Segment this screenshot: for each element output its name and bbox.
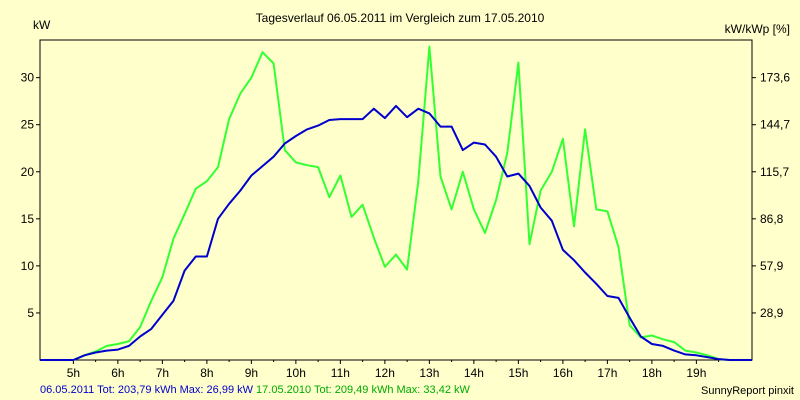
y-tick-label-right: 144,7 <box>760 118 790 132</box>
x-tick-label: 9h <box>245 366 258 380</box>
x-tick-label: 15h <box>508 366 528 380</box>
chart-axes <box>39 39 753 361</box>
series-line-17.05.2010 <box>40 45 752 361</box>
x-tick-label: 6h <box>111 366 124 380</box>
y-tick-label-right: 57,9 <box>760 259 784 273</box>
chart-ticks: 5 28,9 10 57,9 15 86,8 20 115,7 25 144,7 30 173,6 5h… <box>21 71 791 380</box>
plot-frame <box>39 39 753 361</box>
y-tick-label-right: 173,6 <box>760 71 790 85</box>
y-tick-label-right: 115,7 <box>760 165 789 179</box>
y-axis-label-left: kW <box>33 18 51 32</box>
x-tick-label: 18h <box>642 366 662 380</box>
chart-footer-legend: 06.05.2011 Tot: 203,79 kWh Max: 26,99 kW… <box>40 384 470 396</box>
y-tick-label-left: 20 <box>21 165 35 179</box>
y-axis-label-right: kW/kWp [%] <box>724 22 790 36</box>
y-tick-label-left: 10 <box>21 259 35 273</box>
y-tick-label-left: 25 <box>21 118 35 132</box>
x-tick-label: 7h <box>156 366 169 380</box>
y-tick-label-left: 30 <box>21 71 35 85</box>
x-tick-label: 11h <box>331 366 350 380</box>
y-tick-label-right: 86,8 <box>760 212 784 226</box>
x-tick-label: 17h <box>597 366 617 380</box>
x-tick-label: 13h <box>419 366 439 380</box>
series-line-06.05.2011 <box>40 104 752 361</box>
y-tick-label-right: 28,9 <box>760 306 784 320</box>
x-tick-label: 19h <box>686 366 706 380</box>
legend-entry-2011: 06.05.2011 Tot: 203,79 kWh Max: 26,99 kW <box>40 384 253 396</box>
x-tick-label: 14h <box>464 366 484 380</box>
x-tick-label: 8h <box>200 366 213 380</box>
legend-entry-2010: 17.05.2010 Tot: 209,49 kWh Max: 33,42 kW <box>253 384 470 396</box>
chart-series <box>40 45 752 361</box>
chart-title: Tagesverlauf 06.05.2011 im Vergleich zum… <box>255 11 545 25</box>
credit-text: SunnyReport pinxit <box>701 385 794 397</box>
x-tick-label: 10h <box>286 366 306 380</box>
x-tick-label: 12h <box>375 366 395 380</box>
x-tick-label: 16h <box>553 366 573 380</box>
x-tick-label: 5h <box>67 366 80 380</box>
y-tick-label-left: 15 <box>21 212 35 226</box>
y-tick-label-left: 5 <box>27 306 34 320</box>
